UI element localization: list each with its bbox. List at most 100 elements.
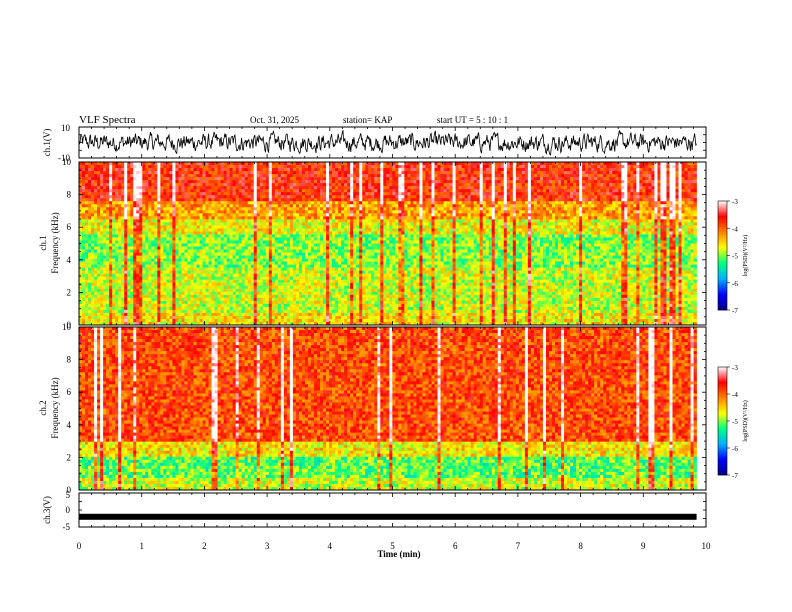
heatmap-cell: [606, 180, 610, 184]
heatmap-cell: [313, 171, 318, 175]
heatmap-cell: [470, 195, 474, 199]
heatmap-cell: [425, 192, 429, 196]
heatmap-cell: [187, 201, 191, 205]
heatmap-cell: [317, 177, 321, 181]
heatmap-cell: [329, 183, 333, 187]
heatmap-cell: [130, 219, 134, 223]
heatmap-cell: [491, 213, 496, 217]
heatmap-cell: [555, 186, 559, 190]
heatmap-cell: [184, 222, 188, 226]
heatmap-cell: [280, 216, 285, 220]
heatmap-cell: [157, 219, 161, 223]
heatmap-cell: [244, 183, 249, 187]
heatmap-cell: [208, 213, 212, 217]
heatmap-cell: [434, 168, 438, 172]
heatmap-cell: [82, 219, 86, 223]
heatmap-cell: [548, 177, 553, 181]
heatmap-cell: [301, 198, 306, 202]
heatmap-cell: [380, 222, 384, 226]
heatmap-cell: [178, 186, 182, 190]
heatmap-cell: [422, 225, 426, 229]
heatmap-cell: [205, 216, 209, 220]
heatmap-cell: [350, 162, 354, 166]
heatmap-cell: [395, 195, 399, 199]
heatmap-cell: [494, 219, 499, 223]
heatmap-cell: [681, 222, 685, 226]
heatmap-cell: [157, 186, 161, 190]
heatmap-cell: [368, 174, 372, 178]
heatmap-cell: [630, 216, 634, 220]
heatmap-cell: [615, 171, 619, 175]
heatmap-cell: [479, 198, 483, 202]
heatmap-cell: [220, 201, 224, 205]
heatmap-cell: [151, 219, 155, 223]
heatmap-cell: [446, 174, 450, 178]
heatmap-cell: [100, 216, 104, 220]
heatmap-cell: [588, 213, 592, 217]
heatmap-cell: [94, 219, 98, 223]
heatmap-cell: [205, 171, 209, 175]
heatmap-cell: [678, 228, 682, 232]
heatmap-cell: [470, 189, 474, 193]
heatmap-cell: [274, 186, 279, 190]
heatmap-cell: [94, 183, 98, 187]
heatmap-cell: [145, 189, 149, 193]
heatmap-cell: [380, 177, 384, 181]
heatmap-cell: [675, 195, 679, 199]
heatmap-cell: [449, 222, 453, 226]
heatmap-cell: [335, 162, 339, 166]
heatmap-cell: [359, 168, 363, 172]
heatmap-cell: [100, 213, 104, 217]
heatmap-cell: [660, 210, 664, 214]
heatmap-cell: [518, 222, 523, 226]
heatmap-cell: [461, 171, 465, 175]
heatmap-cell: [100, 225, 104, 229]
heatmap-cell: [190, 225, 194, 229]
heatmap-cell: [304, 168, 309, 172]
heatmap-cell: [551, 165, 556, 169]
heatmap-cell: [642, 180, 646, 184]
heatmap-cell: [455, 165, 459, 169]
heatmap-cell: [283, 219, 288, 223]
heatmap-cell: [310, 192, 315, 196]
heatmap-cell: [130, 201, 134, 205]
heatmap-cell: [238, 198, 242, 202]
heatmap-cell: [431, 225, 435, 229]
heatmap-cell: [371, 225, 375, 229]
heatmap-cell: [506, 219, 511, 223]
heatmap-cell: [555, 228, 559, 232]
heatmap-cell: [576, 198, 580, 202]
heatmap-cell: [606, 204, 610, 208]
heatmap-cell: [479, 228, 483, 232]
heatmap-cell: [582, 171, 586, 175]
heatmap-cell: [320, 228, 324, 232]
heatmap-cell: [642, 195, 646, 199]
heatmap-cell: [512, 192, 517, 196]
heatmap-cell: [292, 204, 297, 208]
heatmap-cell: [494, 231, 499, 235]
heatmap-cell: [573, 198, 577, 202]
heatmap-cell: [642, 174, 646, 178]
heatmap-cell: [268, 171, 273, 175]
heatmap-cell: [359, 201, 363, 205]
heatmap-cell: [579, 213, 583, 217]
heatmap-cell: [497, 231, 502, 235]
heatmap-cell: [594, 174, 598, 178]
heatmap-cell: [139, 183, 143, 187]
heatmap-cell: [407, 165, 411, 169]
heatmap-cell: [368, 231, 372, 235]
heatmap-cell: [527, 222, 532, 226]
heatmap-cell: [286, 192, 291, 196]
heatmap-cell: [341, 192, 345, 196]
heatmap-cell: [503, 174, 508, 178]
heatmap-cell: [292, 162, 297, 166]
heatmap-cell: [142, 195, 146, 199]
heatmap-cell: [247, 177, 252, 181]
heatmap-cell: [175, 225, 179, 229]
heatmap-cell: [624, 168, 628, 172]
heatmap-cell: [518, 180, 523, 184]
heatmap-cell: [570, 186, 574, 190]
heatmap-cell: [479, 174, 483, 178]
heatmap-cell: [323, 210, 327, 214]
heatmap-cell: [669, 210, 673, 214]
